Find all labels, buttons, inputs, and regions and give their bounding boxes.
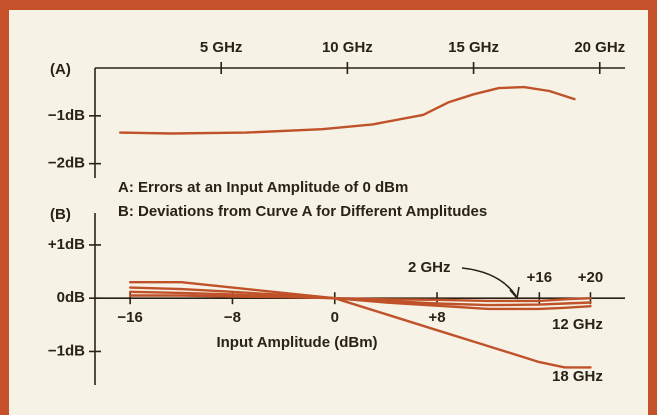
panel-background: [9, 10, 648, 415]
series-label: 2 GHz: [408, 259, 451, 276]
x-tick-label: −8: [224, 309, 241, 326]
y-tick-label: 0dB: [57, 289, 86, 306]
x-tick-label: +8: [428, 309, 445, 326]
curve: [119, 85, 576, 135]
x-tick-label: 15 GHz: [448, 39, 499, 56]
x-tick-label: −16: [117, 309, 142, 326]
y-tick-label: −1dB: [48, 107, 85, 124]
annotation: B: Deviations from Curve A for Different…: [118, 203, 487, 220]
x-tick-label: 20 GHz: [574, 39, 625, 56]
x-tick-label: 5 GHz: [200, 39, 243, 56]
curve: [129, 290, 592, 307]
x-tick-label: +20: [578, 269, 603, 286]
annotation: A: Errors at an Input Amplitude of 0 dBm: [118, 179, 408, 196]
y-tick-label: +1dB: [48, 236, 85, 253]
x-tick-label: 0: [331, 309, 339, 326]
series-label: 12 GHz: [552, 316, 603, 333]
curve: [129, 281, 592, 369]
y-tick-label: −2dB: [48, 155, 85, 172]
curve: [129, 286, 592, 311]
pointer-arrow: [461, 267, 517, 297]
curve: [129, 294, 592, 303]
y-tick-label: −1dB: [48, 342, 85, 359]
x-axis-label: Input Amplitude (dBm): [216, 334, 377, 351]
panel-label: (B): [50, 206, 71, 223]
series-label: 18 GHz: [552, 368, 603, 385]
x-tick-label: +16: [527, 269, 552, 286]
x-tick-label: 10 GHz: [322, 39, 373, 56]
panel-label: (A): [50, 61, 71, 78]
